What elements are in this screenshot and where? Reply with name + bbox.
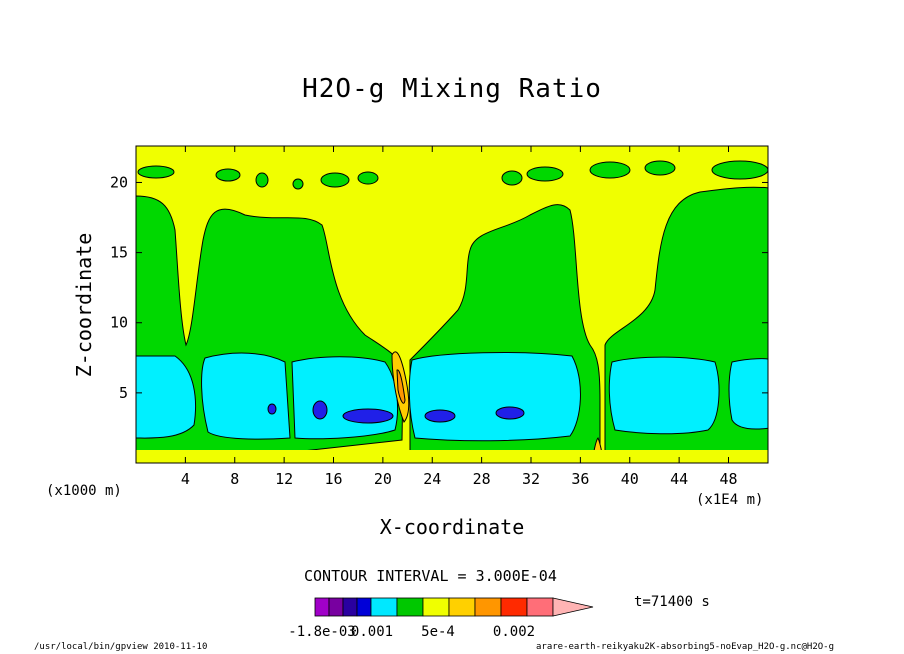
x-tick-label: 12 <box>275 470 293 488</box>
x-axis-unit-right: (x1E4 m) <box>696 492 764 508</box>
y-tick-label: 20 <box>110 173 128 191</box>
upper-blob <box>137 165 175 179</box>
very-moist-band <box>608 356 720 435</box>
upper-blob <box>526 166 564 182</box>
upper-blob <box>320 172 350 188</box>
x-axis-label: X-coordinate <box>379 515 525 539</box>
dry-ridge <box>396 369 406 404</box>
colorbar-cell <box>396 597 424 617</box>
colorbar-label: 0.002 <box>493 624 535 640</box>
upper-blob <box>292 178 304 190</box>
footer-right: arare-earth-reikyaku2K-absorbing5-noEvap… <box>536 642 835 652</box>
colorbar-label: 5e-4 <box>421 624 455 640</box>
y-tick-label: 5 <box>119 384 128 402</box>
contour-interval: CONTOUR INTERVAL = 3.000E-04 <box>304 567 557 585</box>
chart-title: H2O-g Mixing Ratio <box>302 74 602 104</box>
x-tick-label: 8 <box>230 470 239 488</box>
colorbar-label: -1.8e-03 <box>288 624 355 640</box>
colorbar-cell <box>422 597 450 617</box>
x-tick-label: 32 <box>522 470 540 488</box>
very-moist-band <box>728 358 768 430</box>
colorbar-cell <box>526 597 554 617</box>
upper-blob <box>215 168 241 182</box>
time-label: t=71400 s <box>634 594 710 610</box>
x-tick-label: 28 <box>473 470 491 488</box>
upper-blob <box>644 160 676 176</box>
colorbar: -1.8e-030.001 5e-4 0.002 <box>288 597 594 640</box>
peak-blob <box>342 408 394 424</box>
x-axis-unit-left: (x1000 m) <box>46 483 122 499</box>
x-tick-label: 24 <box>423 470 441 488</box>
peak-blob <box>424 409 456 423</box>
y-tick-label: 10 <box>110 314 128 332</box>
upper-blob <box>501 170 523 186</box>
colorbar-cell <box>474 597 502 617</box>
upper-blob <box>357 171 379 185</box>
colorbar-cell <box>342 597 358 617</box>
colorbar-label: 0.001 <box>351 624 393 640</box>
colorbar-cell <box>356 597 372 617</box>
contour-field <box>136 146 768 463</box>
x-tick-label: 20 <box>374 470 392 488</box>
peak-blob <box>267 403 277 415</box>
upper-blob <box>589 161 631 179</box>
very-moist-band <box>136 355 197 439</box>
x-tick-label: 48 <box>719 470 737 488</box>
colorbar-cell <box>328 597 344 617</box>
x-tick-label: 4 <box>181 470 190 488</box>
x-tick-label: 36 <box>571 470 589 488</box>
upper-blob <box>255 172 269 188</box>
x-tick-label: 44 <box>670 470 688 488</box>
bottom-dry-layer <box>136 450 768 463</box>
very-moist-band <box>201 352 291 440</box>
footer-left: /usr/local/bin/gpview 2010-11-10 <box>34 642 208 652</box>
very-moist-band <box>291 356 399 440</box>
x-tick-label: 16 <box>324 470 342 488</box>
x-tick-label: 40 <box>621 470 639 488</box>
y-tick-label: 15 <box>110 244 128 262</box>
colorbar-cell <box>314 597 330 617</box>
peak-blob <box>312 400 328 420</box>
very-moist-band <box>408 352 581 442</box>
colorbar-arrow <box>552 597 594 617</box>
colorbar-cell <box>370 597 398 617</box>
upper-blob <box>711 160 768 180</box>
peak-blob <box>495 406 525 420</box>
colorbar-cell <box>448 597 476 617</box>
colorbar-cell <box>500 597 528 617</box>
plot-frame <box>135 145 769 464</box>
